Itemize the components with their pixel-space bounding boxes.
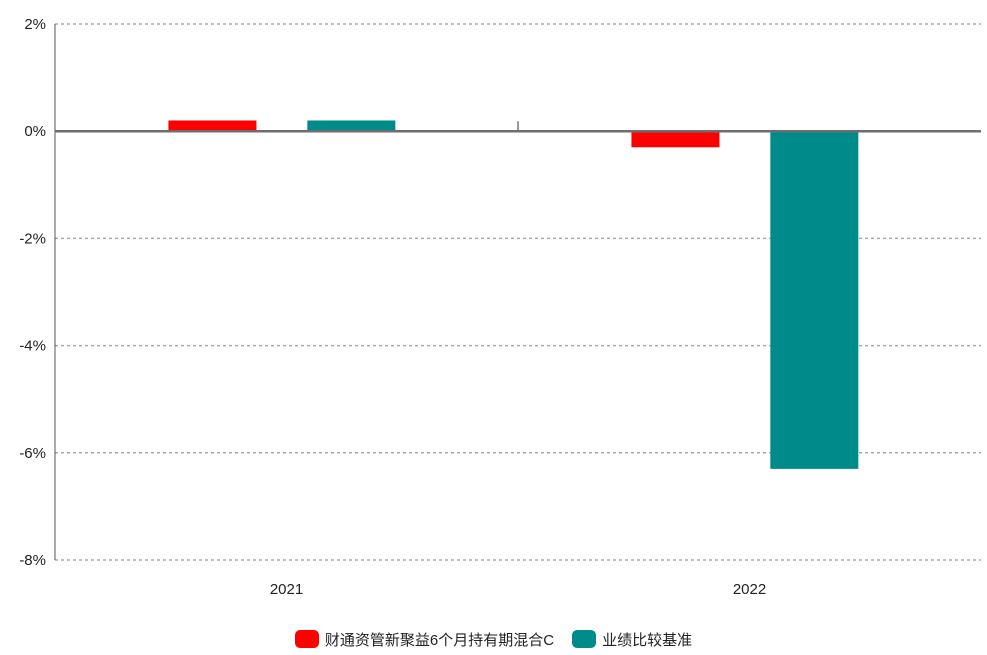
legend: 财通资管新聚益6个月持有期混合C 业绩比较基准 <box>0 626 987 652</box>
axes <box>54 24 981 560</box>
bar-benchmark-2022 <box>770 131 859 469</box>
legend-label-benchmark: 业绩比较基准 <box>602 631 693 649</box>
legend-swatch-benchmark <box>572 630 597 648</box>
x-tick-label: 2022 <box>733 581 766 598</box>
x-tick-label: 2021 <box>270 581 303 598</box>
bar-chart: 2% 0% -2% -4% -6% -8% 2021 2022 <box>19 16 981 598</box>
y-tick-label: -6% <box>19 445 46 462</box>
y-tick-label: -4% <box>19 338 46 355</box>
bar-fund-2022 <box>631 131 720 148</box>
bar-benchmark-2021 <box>307 120 396 132</box>
y-tick-label: 2% <box>24 16 46 33</box>
bar-fund-2021 <box>168 120 257 132</box>
y-tick-label: 0% <box>24 123 46 140</box>
y-tick-label: -8% <box>19 552 46 569</box>
legend-item-benchmark[interactable]: 业绩比较基准 <box>572 629 692 650</box>
y-axis-tick-labels: 2% 0% -2% -4% -6% -8% <box>19 16 46 569</box>
legend-swatch-fund <box>294 630 319 648</box>
legend-label-fund: 财通资管新聚益6个月持有期混合C <box>324 631 555 649</box>
legend-item-fund[interactable]: 财通资管新聚益6个月持有期混合C <box>294 629 555 650</box>
x-axis-tick-labels: 2021 2022 <box>270 581 766 598</box>
grid-lines <box>55 23 981 561</box>
y-tick-label: -2% <box>19 230 46 247</box>
bars <box>168 120 859 469</box>
